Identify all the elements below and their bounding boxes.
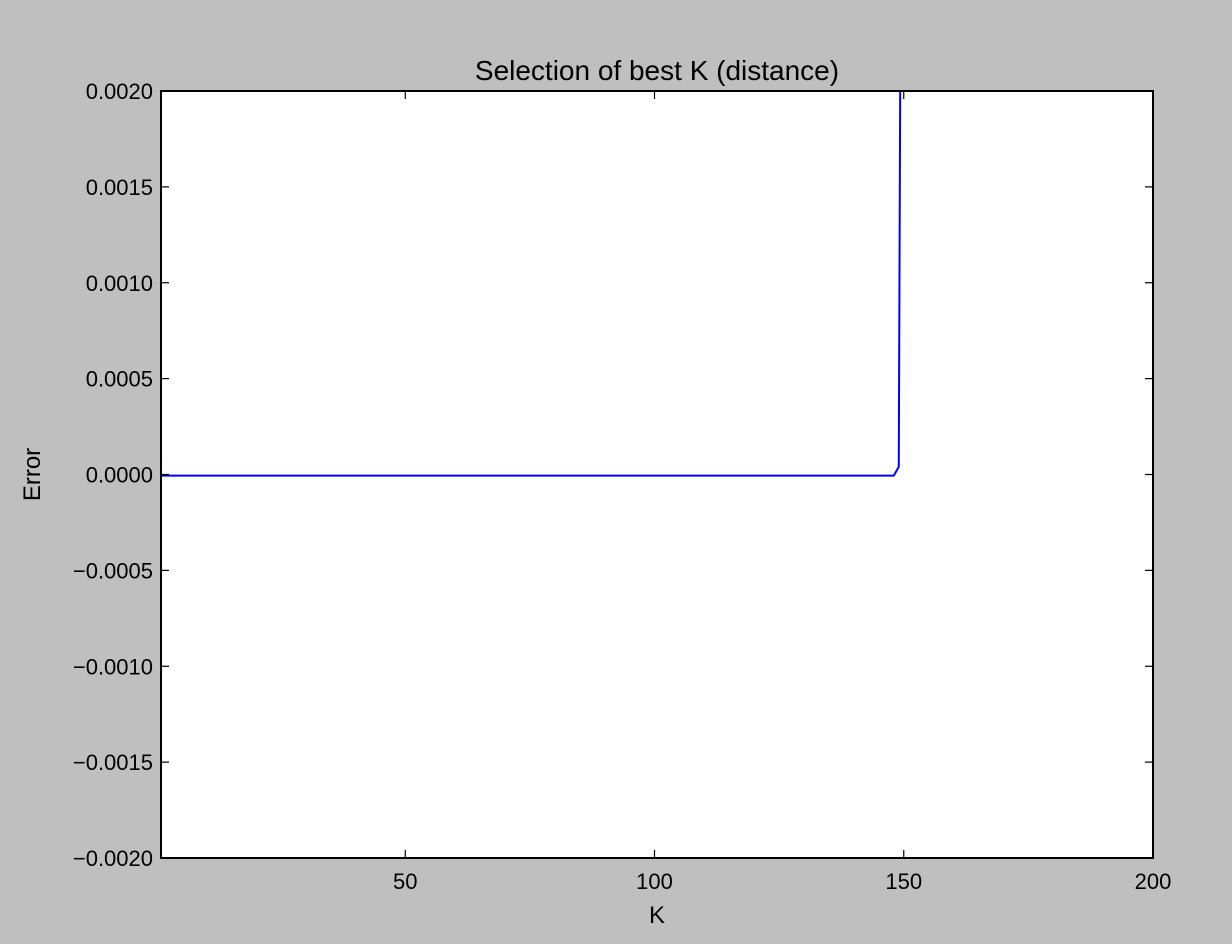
y-tick-label: 0.0005 <box>86 367 153 392</box>
x-axis-label: K <box>649 902 665 929</box>
y-tick-label: −0.0015 <box>73 750 153 775</box>
x-axis: 50 100 150 200 <box>393 91 1171 894</box>
x-tick-label: 50 <box>393 869 417 894</box>
y-tick-label: 0.0015 <box>86 175 153 200</box>
chart-title: Selection of best K (distance) <box>475 55 839 86</box>
x-tick-label: 100 <box>636 869 673 894</box>
series-line <box>161 91 902 477</box>
y-tick-label: −0.0010 <box>73 654 153 679</box>
x-tick-label: 200 <box>1135 869 1172 894</box>
y-axis: 0.0020 0.0015 0.0010 0.0005 0.0000 −0.0005 −0.… <box>73 79 1153 871</box>
y-axis-label: Error <box>19 448 46 501</box>
y-tick-label: 0.0000 <box>86 463 153 488</box>
series-layer <box>161 91 902 477</box>
plot-area <box>161 91 1153 858</box>
x-tick-label: 150 <box>885 869 922 894</box>
y-tick-label: −0.0020 <box>73 846 153 871</box>
y-tick-label: 0.0020 <box>86 79 153 104</box>
y-tick-label: −0.0005 <box>73 558 153 583</box>
y-tick-label: 0.0010 <box>86 271 153 296</box>
